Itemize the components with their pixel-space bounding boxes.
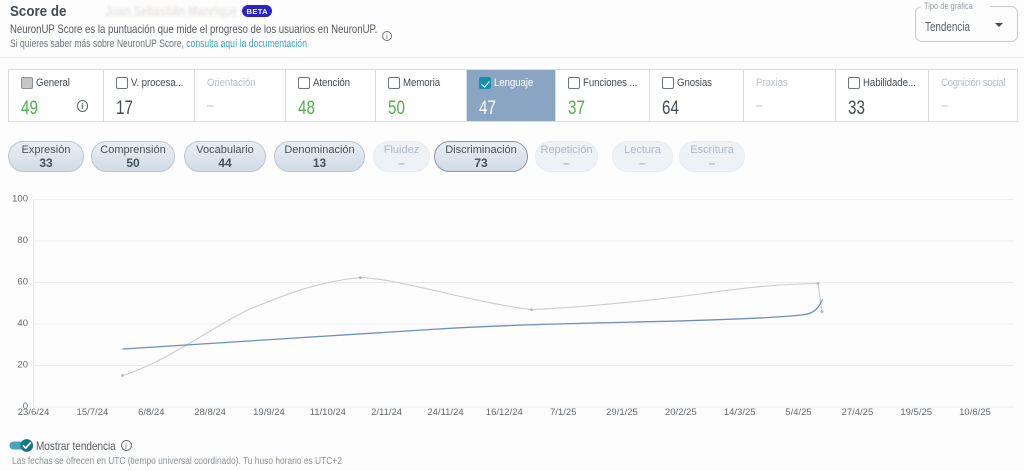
svg-text:40: 40 [17,318,28,329]
svg-text:100: 100 [12,194,28,205]
svg-text:0: 0 [23,401,28,412]
svg-text:16/12/24: 16/12/24 [486,407,523,418]
svg-text:11/10/24: 11/10/24 [310,407,346,418]
svg-text:14/3/25: 14/3/25 [724,407,756,418]
svg-text:6/8/24: 6/8/24 [138,407,164,418]
svg-text:5/4/25: 5/4/25 [785,407,811,418]
svg-text:19/9/24: 19/9/24 [253,407,285,418]
svg-text:2/11/24: 2/11/24 [371,407,402,418]
svg-text:20/2/25: 20/2/25 [665,407,697,418]
svg-text:19/5/25: 19/5/25 [900,407,932,418]
svg-text:23/6/24: 23/6/24 [18,407,50,418]
svg-text:29/1/25: 29/1/25 [606,407,638,418]
svg-text:28/8/24: 28/8/24 [194,407,226,418]
svg-text:7/1/25: 7/1/25 [550,407,576,418]
svg-text:20: 20 [17,360,28,371]
svg-text:27/4/25: 27/4/25 [842,407,874,418]
svg-text:24/11/24: 24/11/24 [427,407,463,418]
svg-text:60: 60 [17,277,28,288]
svg-text:80: 80 [17,235,28,246]
svg-text:15/7/24: 15/7/24 [77,407,109,418]
svg-text:10/6/25: 10/6/25 [959,407,991,418]
